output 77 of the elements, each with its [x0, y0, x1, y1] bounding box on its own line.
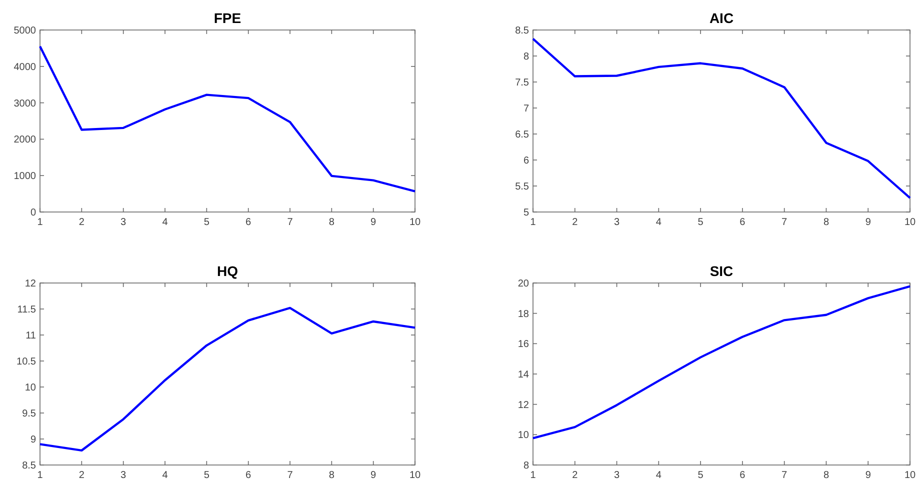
y-tick-label: 20 — [518, 278, 530, 290]
x-tick-label: 6 — [740, 217, 746, 228]
x-tick-label: 9 — [865, 470, 872, 481]
chart-title: AIC — [709, 10, 734, 26]
x-tick-label: 7 — [782, 470, 788, 481]
y-tick-label: 11.5 — [17, 304, 36, 316]
y-tick-label: 3000 — [14, 98, 36, 110]
x-tick-label: 6 — [740, 470, 746, 481]
x-tick-label: 7 — [287, 470, 294, 481]
x-tick-label: 3 — [614, 470, 620, 481]
y-tick-label: 8.5 — [22, 460, 36, 472]
y-tick-label: 14 — [518, 370, 530, 380]
x-tick-label: 7 — [782, 217, 788, 228]
y-tick-label: 12 — [24, 278, 36, 290]
y-tick-label: 10.5 — [16, 356, 36, 368]
x-tick-label: 8 — [823, 470, 830, 481]
line-series — [38, 306, 416, 452]
y-tick-label: 8 — [523, 460, 530, 472]
y-tick-label: 10 — [518, 430, 530, 442]
x-tick-label: 6 — [246, 470, 252, 481]
y-tick-label: 10 — [24, 382, 36, 394]
x-tick-label: 1 — [530, 217, 536, 228]
y-tick-label: 0 — [30, 208, 36, 218]
x-tick-label: 4 — [656, 470, 662, 481]
y-tick-label: 6.5 — [515, 130, 530, 140]
y-tick-label: 6 — [523, 156, 530, 166]
y-tick-label: 9.5 — [22, 408, 36, 420]
chart-title: SIC — [710, 263, 734, 279]
x-tick-label: 10 — [904, 470, 916, 481]
x-tick-label: 7 — [287, 217, 294, 228]
y-tick-label: 18 — [518, 308, 530, 320]
x-tick-label: 2 — [572, 470, 578, 481]
x-tick-label: 10 — [409, 470, 421, 481]
x-tick-label: 5 — [204, 470, 210, 481]
x-tick-label: 6 — [246, 217, 252, 228]
x-tick-label: 9 — [370, 217, 377, 228]
x-tick-label: 3 — [120, 470, 127, 481]
x-tick-label: 1 — [530, 470, 536, 481]
x-tick-label: 2 — [78, 470, 85, 481]
x-tick-label: 5 — [204, 217, 210, 228]
chart-title: FPE — [214, 10, 242, 26]
y-tick-label: 5000 — [14, 26, 36, 36]
y-tick-label: 11 — [26, 330, 36, 342]
x-tick-label: 10 — [904, 217, 916, 228]
y-tick-label: 4000 — [14, 62, 36, 73]
x-tick-label: 10 — [409, 217, 421, 228]
x-tick-label: 3 — [614, 217, 620, 228]
x-tick-label: 1 — [37, 217, 44, 228]
y-tick-label: 16 — [518, 339, 530, 350]
x-tick-label: 8 — [328, 217, 335, 228]
y-tick-label: 2000 — [14, 134, 36, 146]
y-tick-label: 8 — [523, 52, 530, 62]
x-tick-label: 5 — [698, 217, 704, 228]
y-tick-label: 5 — [523, 208, 530, 218]
x-tick-label: 4 — [162, 217, 168, 228]
x-tick-label: 3 — [120, 217, 127, 228]
y-tick-label: 8.5 — [515, 26, 530, 36]
x-tick-label: 2 — [572, 217, 578, 228]
x-tick-label: 2 — [78, 217, 85, 228]
chart-title: HQ — [217, 263, 238, 279]
x-tick-label: 9 — [370, 470, 377, 481]
line-series — [38, 45, 416, 192]
y-tick-label: 1000 — [14, 171, 36, 182]
y-tick-label: 12 — [518, 400, 530, 411]
y-tick-label: 5.5 — [515, 182, 530, 192]
y-tick-label: 7 — [523, 104, 530, 114]
line-series — [532, 38, 912, 200]
line-series — [532, 285, 912, 440]
x-tick-label: 1 — [37, 470, 44, 481]
x-tick-label: 9 — [865, 217, 872, 228]
x-tick-label: 5 — [698, 470, 704, 481]
y-tick-label: 9 — [30, 434, 36, 446]
y-tick-label: 7.5 — [515, 78, 530, 88]
x-tick-label: 8 — [823, 217, 830, 228]
x-tick-label: 4 — [656, 217, 662, 228]
x-tick-label: 4 — [162, 470, 168, 481]
x-tick-label: 8 — [328, 470, 335, 481]
